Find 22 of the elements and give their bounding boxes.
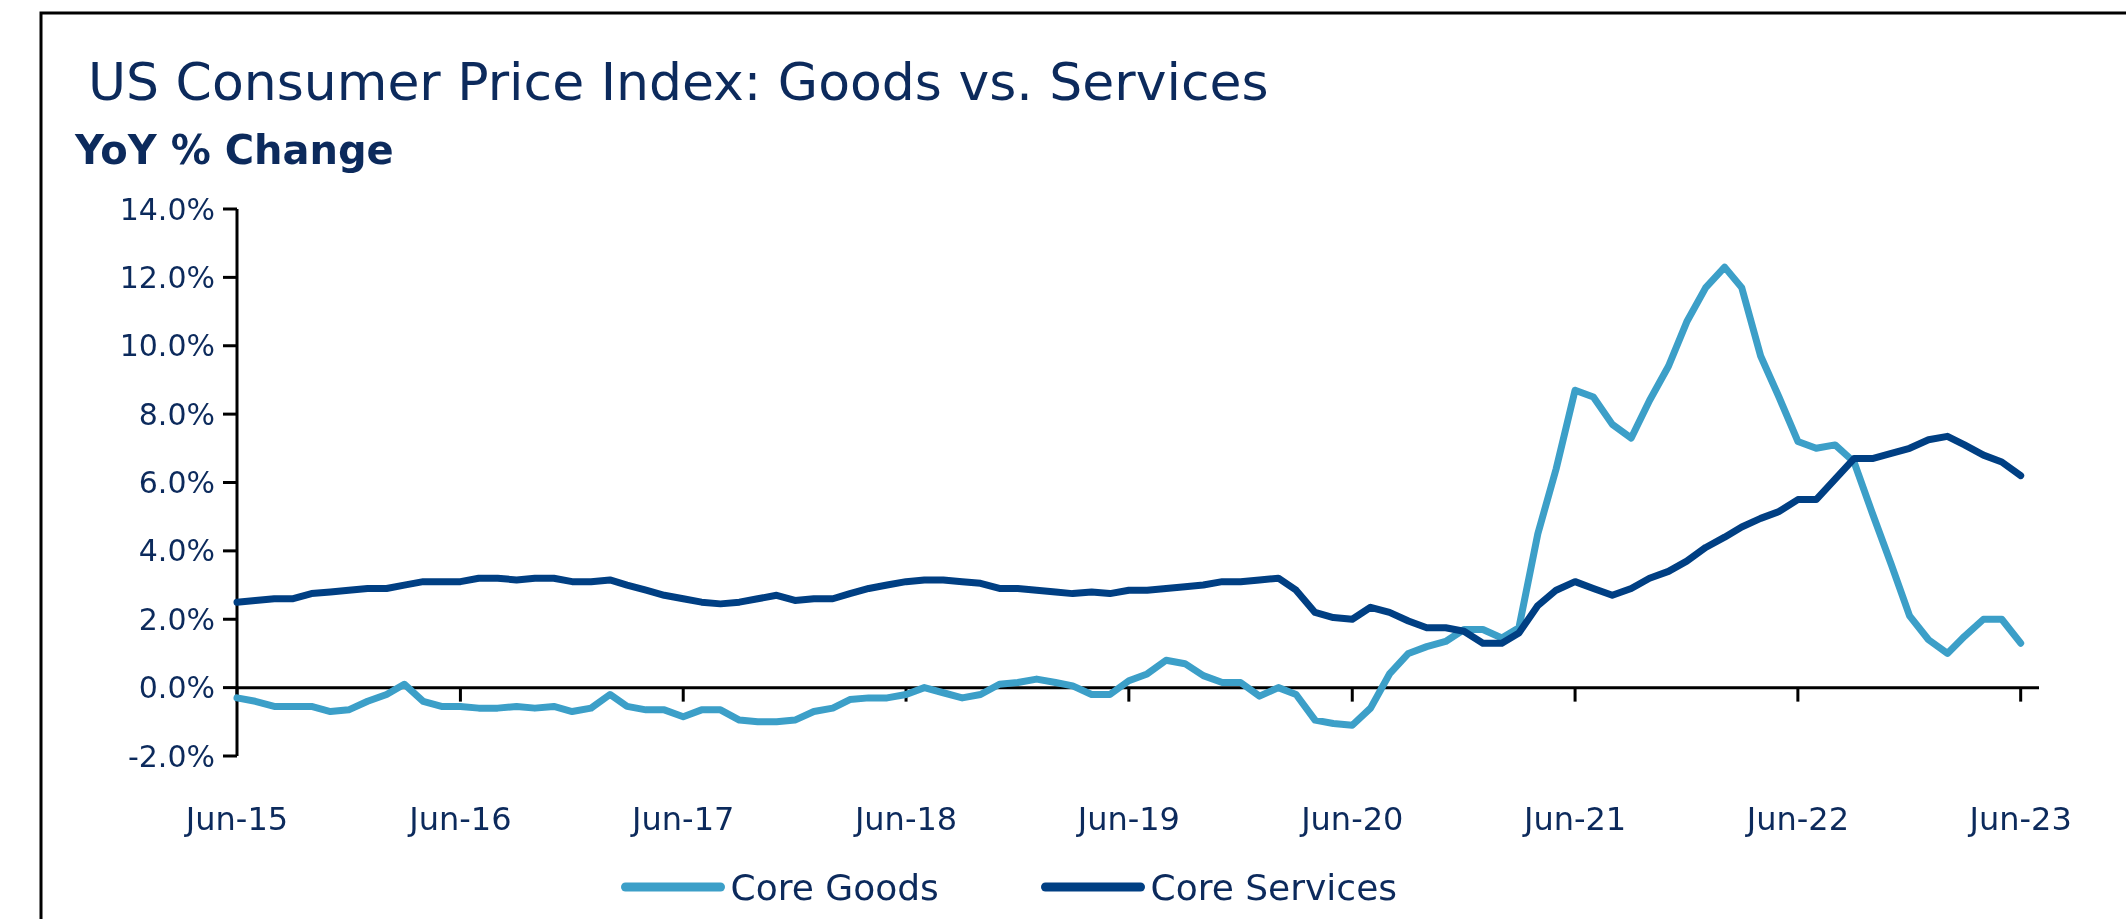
y-tick-label: 10.0% bbox=[119, 328, 215, 364]
x-tick-label: Jun-18 bbox=[852, 800, 958, 838]
x-tick-label: Jun-23 bbox=[1967, 800, 2072, 838]
y-tick-label: 6.0% bbox=[138, 465, 215, 500]
x-tick-label: Jun-15 bbox=[183, 800, 289, 838]
legend-label: Core Services bbox=[1150, 866, 1398, 908]
x-tick-label: Jun-19 bbox=[1075, 800, 1180, 838]
y-tick-label: 2.0% bbox=[138, 601, 215, 637]
y-tick-label: 8.0% bbox=[138, 396, 215, 432]
y-axis-title: YoY % Change bbox=[74, 127, 394, 173]
y-tick-label: 4.0% bbox=[138, 533, 215, 569]
y-tick-label: 12.0% bbox=[119, 259, 215, 295]
y-tick-label: -2.0% bbox=[127, 738, 215, 774]
x-tick-label: Jun-20 bbox=[1299, 800, 1404, 838]
chart-title: US Consumer Price Index: Goods vs. Services bbox=[88, 52, 1269, 112]
y-tick-label: 14.0% bbox=[119, 191, 215, 227]
x-tick-label: Jun-17 bbox=[630, 800, 735, 838]
x-tick-label: Jun-22 bbox=[1744, 800, 1850, 838]
y-tick-label: 0.0% bbox=[138, 670, 215, 706]
x-tick-label: Jun-16 bbox=[407, 800, 512, 838]
legend-label: Core Goods bbox=[730, 866, 939, 908]
x-tick-label: Jun-21 bbox=[1521, 800, 1627, 838]
